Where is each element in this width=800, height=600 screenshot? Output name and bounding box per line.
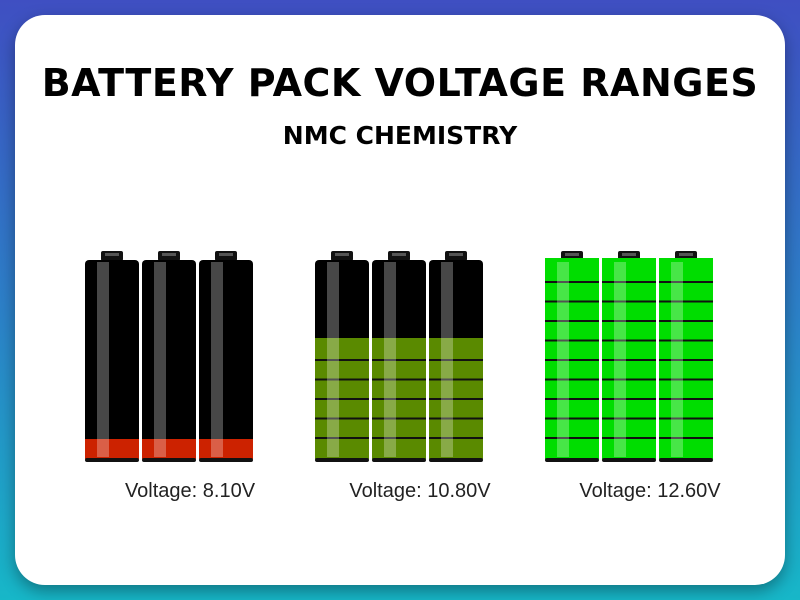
battery-segment-line	[659, 281, 713, 283]
pack-voltage-label: Voltage: 12.60V	[579, 480, 721, 502]
battery-segment-line	[545, 359, 599, 361]
page-title: BATTERY PACK VOLTAGE RANGES	[41, 61, 759, 105]
battery-segment-line	[545, 300, 599, 303]
pack-voltage-label: Voltage: 8.10V	[124, 480, 256, 502]
battery-terminal-highlight	[679, 253, 693, 256]
battery-charge-fill	[85, 439, 139, 459]
battery-base	[85, 458, 139, 462]
page-subtitle: NMC CHEMISTRY	[282, 121, 518, 150]
battery-segment-line	[429, 437, 483, 439]
pack-voltage-label: Voltage: 10.80V	[349, 480, 491, 502]
battery-shine	[384, 262, 396, 457]
battery-charge-fill	[602, 258, 656, 459]
battery-shine	[557, 262, 569, 457]
battery-shine	[97, 262, 109, 457]
battery-segment-line	[315, 378, 369, 381]
battery-segment-line	[602, 437, 656, 439]
battery-segment-line	[429, 417, 483, 420]
battery-base	[659, 458, 713, 462]
battery-segment-line	[659, 320, 713, 322]
battery-segment-line	[659, 437, 713, 439]
battery-charge-fill	[142, 439, 196, 459]
battery-base	[545, 458, 599, 462]
battery-cell	[602, 251, 656, 462]
battery-segment-line	[602, 339, 656, 342]
battery-base	[372, 458, 426, 462]
battery-shine	[614, 262, 626, 457]
battery-pack-full-icon	[545, 251, 713, 462]
battery-terminal-highlight	[449, 253, 463, 256]
battery-segment-line	[372, 398, 426, 400]
battery-segment-line	[602, 300, 656, 303]
battery-segment-line	[602, 359, 656, 361]
battery-segment-line	[659, 300, 713, 303]
battery-cell	[659, 251, 713, 462]
battery-segment-line	[545, 320, 599, 322]
battery-pack-medium-icon	[315, 251, 483, 462]
battery-pack-medium: Voltage: 10.80V	[300, 249, 540, 519]
battery-segment-line	[372, 378, 426, 381]
battery-segment-line	[602, 320, 656, 322]
battery-segment-line	[315, 417, 369, 420]
battery-terminal-highlight	[392, 253, 406, 256]
battery-segment-line	[545, 398, 599, 400]
battery-base	[199, 458, 253, 462]
battery-segment-line	[429, 359, 483, 361]
battery-shine	[154, 262, 166, 457]
battery-cell	[199, 251, 253, 462]
battery-charge-fill	[659, 258, 713, 459]
battery-segment-line	[545, 378, 599, 381]
battery-cell	[315, 251, 369, 462]
battery-segment-line	[602, 398, 656, 400]
battery-pack-low: Voltage: 8.10V	[70, 249, 310, 519]
battery-segment-line	[545, 281, 599, 283]
battery-terminal-highlight	[105, 253, 119, 256]
battery-cell	[85, 251, 139, 462]
battery-terminal-highlight	[622, 253, 636, 256]
battery-base	[142, 458, 196, 462]
battery-shine	[441, 262, 453, 457]
battery-segment-line	[315, 359, 369, 361]
battery-terminal-highlight	[219, 253, 233, 256]
battery-pack-full: Voltage: 12.60V	[530, 249, 770, 519]
battery-segment-line	[315, 398, 369, 400]
battery-shine	[211, 262, 223, 457]
battery-segment-line	[545, 417, 599, 420]
battery-body	[85, 260, 139, 461]
battery-segment-line	[545, 437, 599, 439]
battery-pack-low-icon	[85, 251, 253, 462]
battery-segment-line	[602, 378, 656, 381]
battery-segment-line	[659, 398, 713, 400]
battery-base	[429, 458, 483, 462]
battery-segment-line	[372, 437, 426, 439]
battery-segment-line	[602, 281, 656, 283]
battery-cell	[429, 251, 483, 462]
battery-cell	[372, 251, 426, 462]
battery-base	[315, 458, 369, 462]
battery-segment-line	[602, 417, 656, 420]
battery-shine	[327, 262, 339, 457]
battery-segment-line	[372, 359, 426, 361]
content-card: BATTERY PACK VOLTAGE RANGES NMC CHEMISTR…	[15, 15, 785, 585]
battery-body	[142, 260, 196, 461]
battery-terminal-highlight	[335, 253, 349, 256]
battery-segment-line	[429, 398, 483, 400]
battery-segment-line	[659, 417, 713, 420]
battery-shine	[671, 262, 683, 457]
battery-charge-fill	[199, 439, 253, 459]
battery-body	[199, 260, 253, 461]
battery-cell	[545, 251, 599, 462]
battery-cell	[142, 251, 196, 462]
battery-segment-line	[429, 378, 483, 381]
battery-base	[602, 458, 656, 462]
battery-segment-line	[659, 359, 713, 361]
battery-segment-line	[315, 437, 369, 439]
battery-segment-line	[659, 339, 713, 342]
battery-terminal-highlight	[162, 253, 176, 256]
battery-segment-line	[545, 339, 599, 342]
battery-terminal-highlight	[565, 253, 579, 256]
battery-charge-fill	[545, 258, 599, 459]
battery-segment-line	[659, 378, 713, 381]
battery-segment-line	[372, 417, 426, 420]
